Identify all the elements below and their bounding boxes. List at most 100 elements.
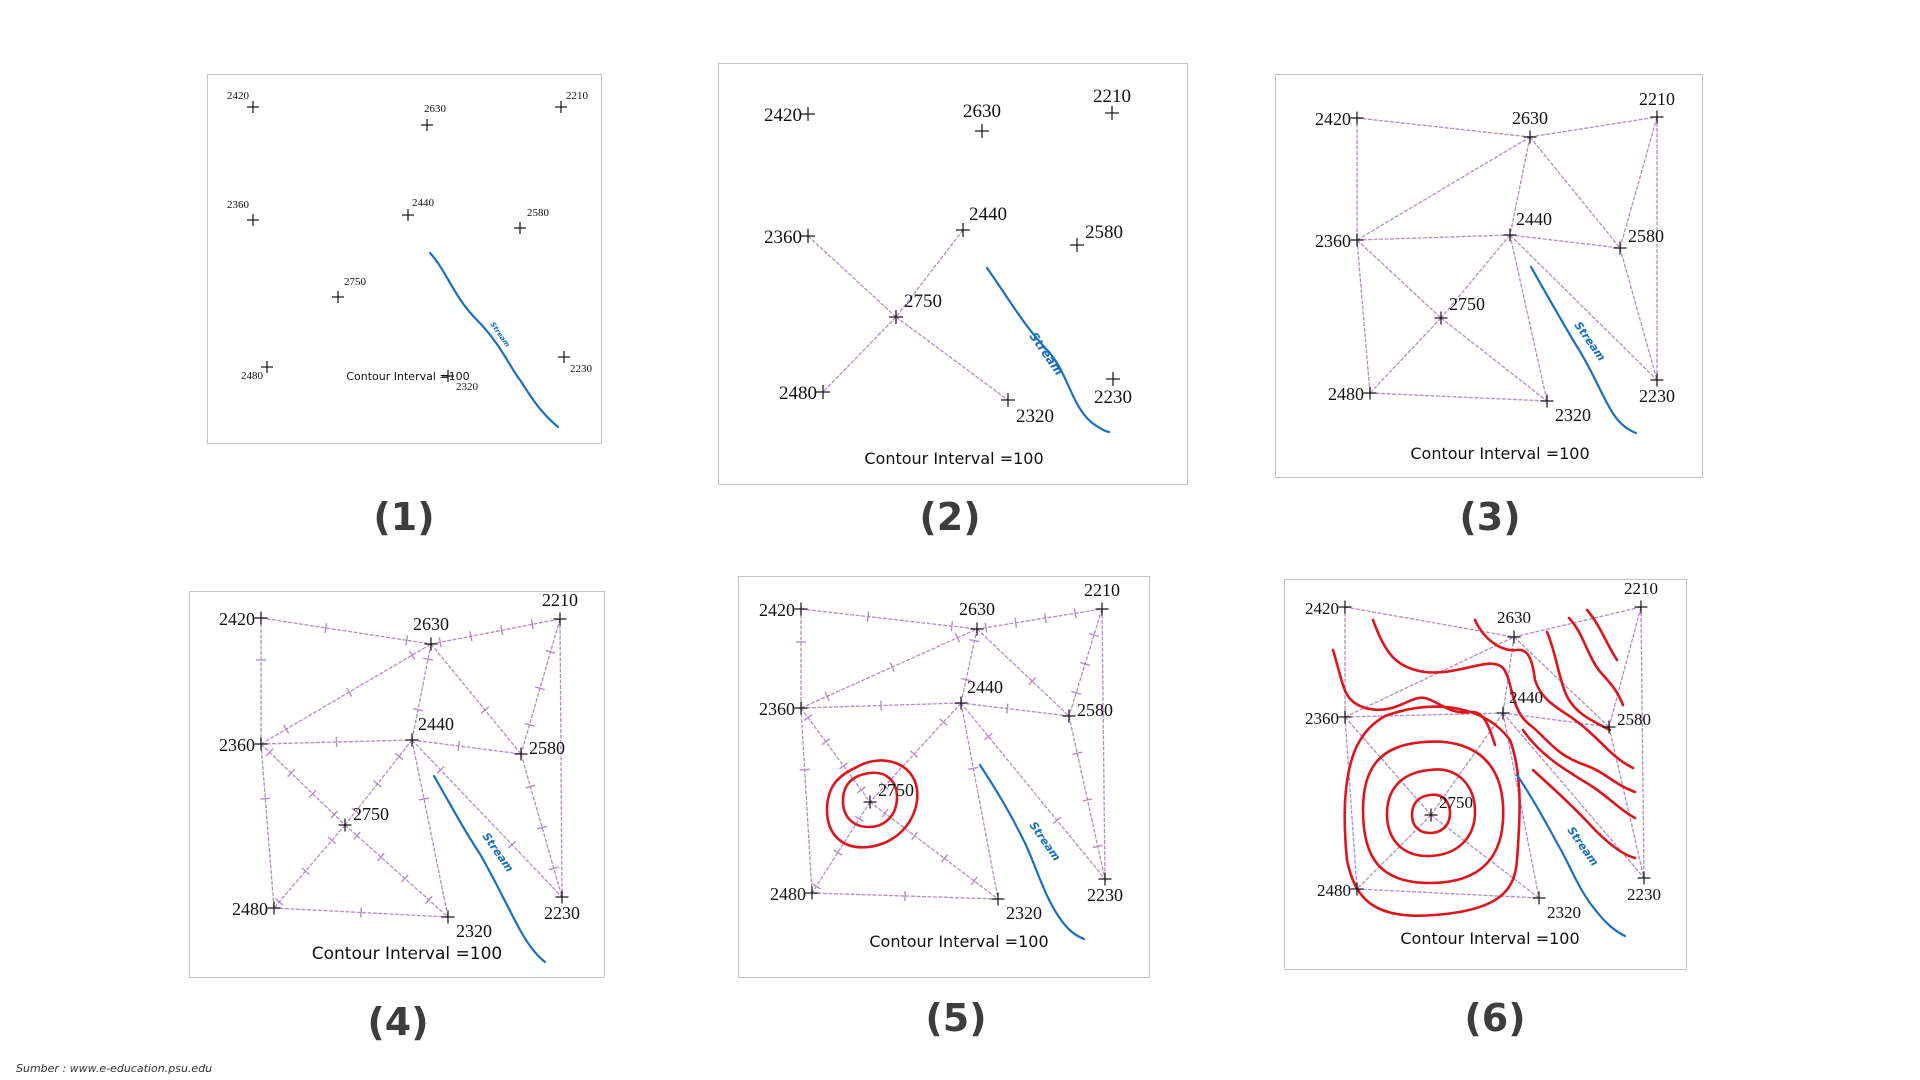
- interpolation-tick: [418, 797, 430, 801]
- interpolation-tick: [525, 784, 536, 789]
- contour-line: [1521, 728, 1637, 820]
- contour-interval-label: Contour Interval =100: [312, 944, 502, 964]
- interpolation-tick: [260, 797, 271, 800]
- interpolation-tick: [984, 622, 988, 633]
- triangulation-edge: [1356, 814, 1432, 890]
- triangulation-edge: [1356, 117, 1531, 138]
- interpolation-tick: [839, 762, 848, 770]
- elevation-label: 2420: [219, 609, 255, 629]
- elevation-label: 2750: [344, 276, 367, 288]
- elevation-label: 2440: [967, 677, 1003, 697]
- elevation-label: 2360: [1305, 709, 1339, 728]
- elevation-label: 2320: [1555, 405, 1591, 425]
- triangulation-edge: [895, 316, 1009, 401]
- contour-interval-label: Contour Interval =100: [346, 370, 469, 383]
- triangulation-edge: [430, 643, 522, 755]
- stream-label: Stream: [480, 830, 516, 874]
- contour-line: [1343, 705, 1521, 918]
- triangulation-lines: [1356, 116, 1658, 402]
- interpolation-tick: [954, 632, 961, 643]
- elevation-label: 2320: [1016, 406, 1054, 427]
- panel-1: Stream 2420 2630 2210 2360 2440 2580 2750 2480 23…: [207, 74, 602, 444]
- elevation-label: 2360: [1315, 231, 1351, 251]
- panel-1-diagram: Stream 2420 2630 2210 2360 2440 2580 2750 2480 23…: [227, 90, 593, 429]
- triangulation-edge: [1344, 636, 1515, 718]
- elevation-label: 2210: [1624, 579, 1658, 598]
- interpolation-tick: [401, 874, 409, 883]
- interpolation-tick: [353, 831, 361, 840]
- elevation-label: 2320: [456, 381, 479, 393]
- triangulation-edge: [869, 702, 962, 803]
- elevation-label: 2480: [1328, 384, 1364, 404]
- interpolation-tick: [360, 907, 362, 918]
- interpolation-tick: [424, 895, 433, 905]
- interpolation-tick: [969, 638, 980, 643]
- triangulation-edge: [976, 608, 1103, 630]
- triangulation-edge: [960, 702, 1070, 717]
- elevation-label: 2750: [1439, 793, 1473, 812]
- interpolation-tick: [394, 752, 404, 761]
- contour-line: [1361, 740, 1505, 885]
- elevation-label: 2230: [1094, 387, 1132, 408]
- interpolation-tick: [799, 768, 810, 771]
- interpolation-tick: [950, 621, 954, 632]
- interpolation-tick: [866, 611, 870, 622]
- interpolation-tick: [500, 625, 504, 636]
- contour-line: [1545, 630, 1612, 732]
- triangulation-edge: [1356, 136, 1531, 241]
- interpolation-tick: [1005, 703, 1009, 714]
- triangulation-edge: [260, 617, 432, 645]
- elevation-label: 2630: [1497, 608, 1531, 627]
- spot-heights: 2420 2630 2210 2360 2440 2580 2750 2480 2320 2230: [227, 90, 593, 393]
- triangulation-edge: [800, 608, 978, 630]
- elevation-label: 2320: [456, 921, 492, 941]
- elevation-label: 2580: [529, 738, 565, 758]
- triangulation-edge: [800, 707, 871, 803]
- contour-line: [841, 771, 899, 829]
- interpolation-tick: [970, 876, 978, 886]
- triangulation-edge: [1509, 234, 1658, 381]
- elevation-label: 2210: [1093, 86, 1131, 107]
- triangulation-edge: [1509, 136, 1531, 236]
- triangulation-edge: [1356, 239, 1442, 319]
- interpolation-tick: [854, 815, 864, 823]
- contour-interval-label: Contour Interval =100: [869, 932, 1048, 951]
- interpolation-tick: [881, 808, 889, 818]
- triangulation-edge: [1502, 712, 1645, 879]
- triangulation-edge: [344, 824, 449, 918]
- triangulation-edge: [1608, 606, 1642, 728]
- elevation-label: 2420: [759, 600, 795, 620]
- interpolation-tick: [469, 631, 473, 642]
- triangulation-edge: [1344, 712, 1504, 718]
- stream-line: [432, 774, 547, 964]
- elevation-label: 2480: [232, 899, 268, 919]
- elevation-label: 2230: [1639, 386, 1675, 406]
- triangulation-edge: [1068, 715, 1106, 880]
- elevation-label: 2480: [770, 884, 806, 904]
- contour-lines: [825, 759, 919, 849]
- interpolation-tick: [346, 687, 353, 697]
- elevation-label: 2750: [878, 780, 914, 800]
- elevation-label: 2630: [959, 599, 995, 619]
- triangulation-edge: [1608, 726, 1645, 879]
- elevation-label: 2440: [1509, 688, 1543, 707]
- interpolation-tick: [412, 708, 424, 712]
- triangulation-edge: [1430, 712, 1504, 816]
- contour-line: [1331, 648, 1497, 747]
- interpolation-tick: [1072, 751, 1083, 756]
- elevation-label: 2580: [1617, 710, 1651, 729]
- elevation-label: 2750: [353, 804, 389, 824]
- interpolation-tick: [1071, 690, 1082, 696]
- source-credit: Sumber : www.e-education.psu.edu: [16, 1062, 213, 1075]
- stream-line: [428, 251, 560, 429]
- triangulation-edge: [1619, 116, 1658, 249]
- interpolation-tick: [507, 840, 517, 849]
- interpolation-tick: [968, 766, 979, 770]
- interpolation-tick: [811, 882, 821, 890]
- contour-line: [1567, 616, 1625, 707]
- stream-line: [1529, 265, 1638, 435]
- triangulation-edge: [800, 628, 978, 709]
- triangulation-edge: [895, 229, 964, 318]
- interpolation-tick: [1028, 677, 1037, 686]
